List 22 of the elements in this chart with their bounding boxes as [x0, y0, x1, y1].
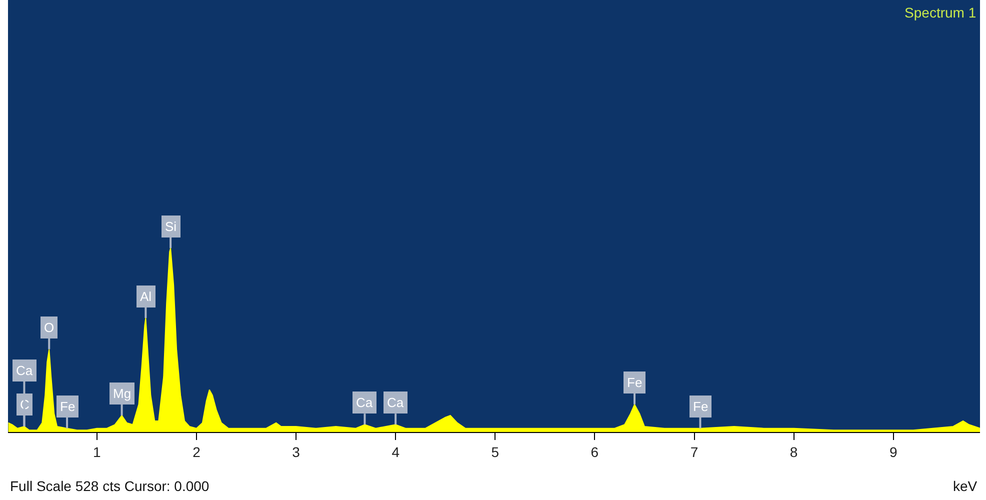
x-tick-label: 8 [790, 444, 798, 460]
annotation: Fe [627, 375, 642, 390]
x-tick-label: 4 [392, 444, 400, 460]
annotation: O [44, 320, 54, 335]
x-tick-label: 2 [192, 444, 201, 460]
annotation: Fe [60, 399, 76, 414]
annotation: Ca [387, 395, 404, 410]
x-axis-title: keV [953, 478, 978, 494]
annotation: Fe [693, 399, 708, 414]
text: Full Scale 528 cts Cursor: 0.000 [10, 478, 210, 494]
annotation: Ca [16, 363, 34, 378]
chart-title: Spectrum 1 [904, 4, 976, 20]
annotation: Si [165, 219, 177, 234]
x-tick-label: 9 [889, 444, 898, 460]
annotation: Ca [356, 395, 374, 410]
x-tick-label: 7 [690, 444, 698, 460]
annotation: Mg [113, 386, 132, 401]
x-tick-label: 1 [93, 444, 102, 460]
x-tick-label: 3 [292, 444, 300, 460]
annotation: Al [140, 289, 152, 304]
x-tick-label: 5 [491, 444, 500, 460]
x-tick-label: 6 [590, 444, 599, 460]
